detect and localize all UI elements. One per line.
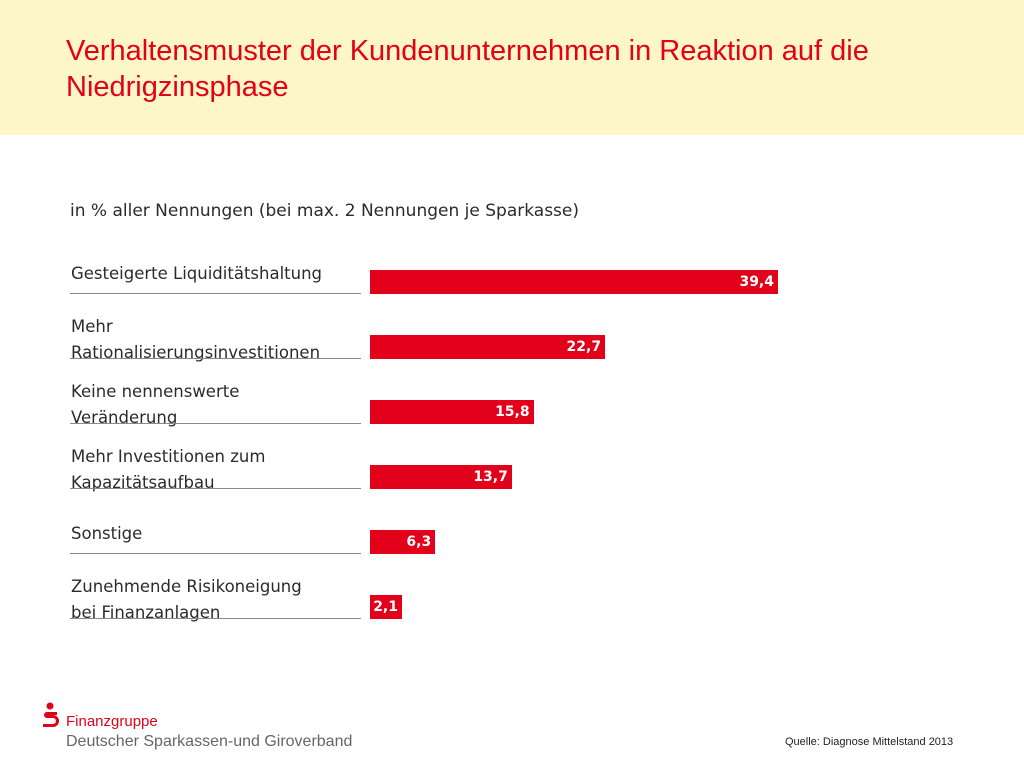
category-label-line: bei Finanzanlagen [71,603,221,622]
row-separator [70,618,361,619]
source-note: Quelle: Diagnose Mittelstand 2013 [785,736,954,748]
category-label-line: Mehr [71,317,113,336]
category-label-line: Keine nennenswerte [71,382,240,401]
row-separator [70,488,361,489]
bar-value-label: 6,3 [406,534,432,550]
bar: 22,7 [370,335,606,359]
category-label-line: Mehr Investitionen zum [71,447,266,466]
category-label: Gesteigerte Liquiditätshaltung [71,261,371,287]
header-band: Verhaltensmuster der Kundenunternehmen i… [0,0,1024,135]
bar: 13,7 [370,465,512,489]
sparkasse-logo-icon [43,702,59,727]
row-separator [70,553,361,554]
row-separator [70,423,361,424]
bar-value-label: 13,7 [473,469,508,485]
bar-value-label: 15,8 [495,404,530,420]
category-label-line: Veränderung [71,408,178,427]
category-label: Keine nennenswerte Veränderung [71,379,371,431]
category-label-line: Gesteigerte Liquiditätshaltung [71,264,323,283]
chart-subtitle: in % aller Nennungen (bei max. 2 Nennung… [70,201,579,221]
category-label: Mehr Rationalisierungsinvestitionen [71,314,371,366]
category-label-line: Zunehmende Risikoneigung [71,577,302,596]
bar-value-label: 22,7 [566,339,602,355]
category-label: Zunehmende Risikoneigung bei Finanzanlage… [71,574,371,626]
bar-value-label: 2,1 [373,599,398,615]
bar-value-label: 39,4 [739,274,774,290]
category-label: Sonstige [71,521,371,547]
row-separator [70,293,361,294]
bar: 6,3 [370,530,436,554]
brand-name: Finanzgruppe [66,713,158,730]
bar: 2,1 [370,595,402,619]
category-label: Mehr Investitionen zum Kapazitätsaufbau [71,444,371,496]
bar: 39,4 [370,270,778,294]
brand-organization: Deutscher Sparkassen-und Giroverband [66,733,353,750]
row-separator [70,358,361,359]
page-title: Verhaltensmuster der Kundenunternehmen i… [66,35,869,103]
category-label-line: Rationalisierungsinvestitionen [71,343,321,362]
category-label-line: Sonstige [71,524,143,543]
bar: 15,8 [370,400,534,424]
category-label-line: Kapazitätsaufbau [71,473,215,492]
